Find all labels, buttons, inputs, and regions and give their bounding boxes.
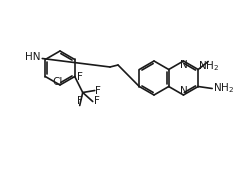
Text: NH$_2$: NH$_2$ xyxy=(213,82,234,95)
Text: Cl: Cl xyxy=(53,77,63,87)
Text: N: N xyxy=(180,86,187,96)
Text: N: N xyxy=(180,60,187,70)
Text: F: F xyxy=(77,96,83,107)
Text: F: F xyxy=(77,73,82,82)
Text: NH$_2$: NH$_2$ xyxy=(198,60,219,73)
Text: HN: HN xyxy=(25,52,40,62)
Text: F: F xyxy=(94,96,100,107)
Text: F: F xyxy=(95,86,101,95)
